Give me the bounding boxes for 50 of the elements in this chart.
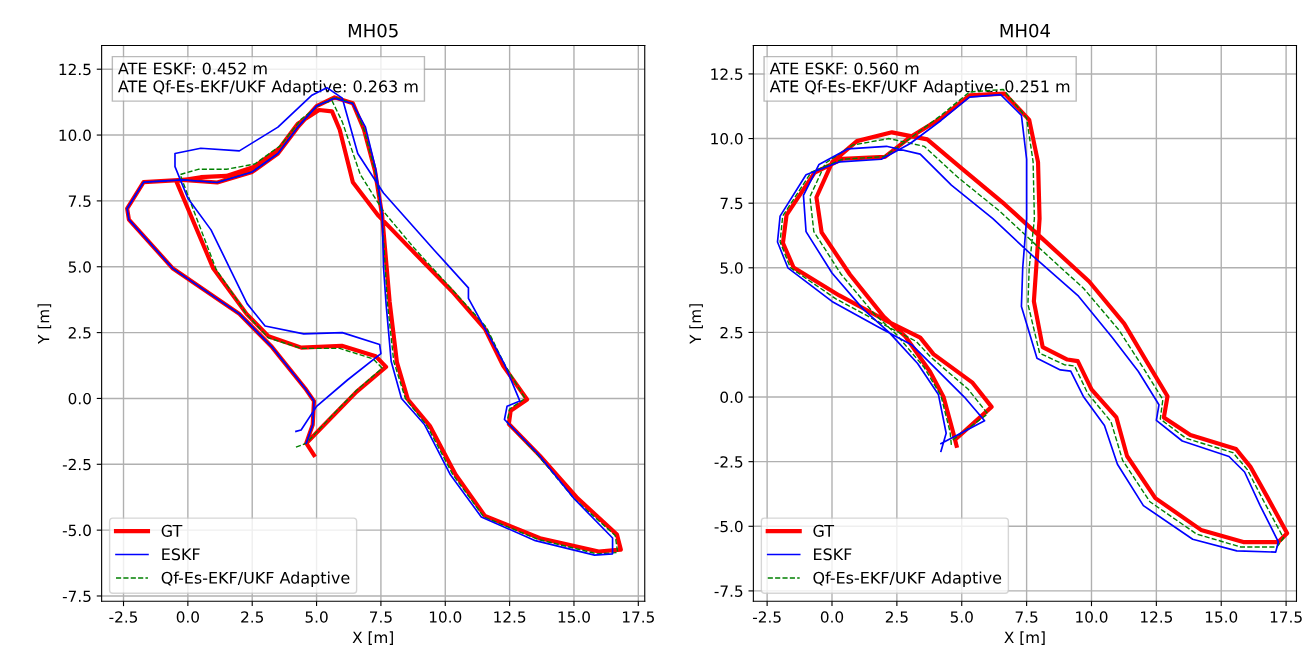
y-tick-label: 2.5 — [720, 326, 743, 339]
y-tick-label: 10.0 — [59, 129, 91, 142]
x-tick-label: 0.0 — [820, 611, 844, 623]
y-tick-label: 12.5 — [59, 63, 91, 76]
x-tick-label: 12.5 — [1141, 611, 1173, 623]
x-tick-label: 12.5 — [494, 611, 526, 623]
y-tick-label: 0.0 — [68, 392, 91, 405]
legend-label: Qf-Es-EKF/UKF Adaptive — [813, 571, 1002, 587]
legend-label: GT — [161, 524, 183, 537]
x-axis-title: X [m] — [1004, 631, 1045, 645]
y-tick-label: -7.5 — [714, 585, 743, 597]
x-tick-label: 2.5 — [241, 611, 264, 623]
x-tick-label: 10.0 — [429, 611, 462, 623]
x-tick-label: -2.5 — [109, 611, 138, 623]
x-tick-label: 7.5 — [370, 611, 392, 623]
x-tick-label: 2.5 — [885, 611, 908, 623]
y-tick-label: 5.0 — [720, 262, 743, 274]
y-axis-title: Y [m] — [689, 304, 703, 344]
legend-label: Qf-Es-EKF/UKF Adaptive — [161, 571, 350, 587]
x-tick-label: 5.0 — [950, 611, 973, 623]
y-tick-label: 7.5 — [68, 195, 91, 207]
legend-label: ESKF — [162, 548, 200, 561]
x-tick-label: 0.0 — [176, 611, 199, 623]
x-tick-label: 7.5 — [1015, 611, 1038, 623]
x-tick-label: 17.5 — [622, 611, 654, 623]
y-tick-label: 2.5 — [68, 327, 91, 339]
x-tick-label: 15.0 — [1205, 611, 1238, 623]
x-tick-label: -2.5 — [752, 611, 781, 623]
y-tick-label: 10.0 — [711, 133, 743, 145]
x-tick-label: 5.0 — [305, 611, 328, 623]
x-axis-title: X [m] — [352, 631, 393, 645]
annotation: ATE ESKF: 0.452 m ATE Qf-Es-EKF/UKF Adaptive: 0.263 m — [118, 62, 418, 96]
legend-label: ESKF — [814, 548, 852, 561]
chart-title: MH05 — [348, 23, 398, 38]
x-tick-label: 15.0 — [558, 611, 590, 623]
legend-label: GT — [813, 524, 835, 537]
x-tick-label: 17.5 — [1270, 611, 1302, 623]
y-tick-label: 7.5 — [720, 197, 743, 210]
y-tick-label: 12.5 — [711, 68, 743, 80]
y-tick-label: 0.0 — [720, 391, 743, 404]
y-axis-title: Y [m] — [37, 304, 52, 344]
annotation: ATE ESKF: 0.560 m ATE Qf-Es-EKF/UKF Adaptive: 0.251 m — [769, 62, 1070, 96]
y-tick-label: -2.5 — [62, 458, 91, 471]
x-tick-label: 10.0 — [1076, 611, 1108, 623]
y-tick-label: -5.0 — [62, 524, 91, 537]
y-tick-label: -7.5 — [62, 590, 91, 602]
y-tick-label: -5.0 — [714, 520, 743, 533]
y-tick-label: 5.0 — [68, 261, 91, 273]
y-tick-label: -2.5 — [714, 456, 743, 468]
chart-title: MH04 — [1000, 23, 1050, 38]
